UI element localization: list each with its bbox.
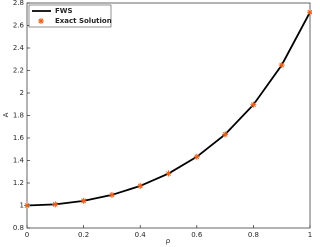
x-tick-label: 0.2 <box>78 231 89 239</box>
plot-frame <box>26 2 311 229</box>
marker <box>278 62 285 69</box>
y-tick-label: 1.8 <box>13 112 24 120</box>
marker-stroke <box>222 131 228 137</box>
y-tick-label: 1.6 <box>13 134 25 142</box>
marker <box>52 201 59 208</box>
chart: ρ A 0.8 1 1.2 1.4 1.6 1.8 2 2.2 2.4 2.6 2.8 0 0.2 0.4… <box>2 0 312 245</box>
x-tick-label: 0.8 <box>248 231 259 239</box>
marker-stroke <box>81 198 87 204</box>
x-tick-label: 0.4 <box>135 231 147 239</box>
marker-stroke <box>24 203 30 208</box>
marker <box>193 153 200 160</box>
y-tick-label: 2 <box>20 89 24 97</box>
marker <box>307 9 312 16</box>
marker <box>250 101 257 108</box>
marker-stroke <box>194 154 200 160</box>
y-tick-label: 2.2 <box>13 67 24 75</box>
marker <box>80 197 87 204</box>
legend-label: FWS <box>55 7 73 15</box>
marker-stroke <box>166 171 171 177</box>
y-tick-label: 1 <box>20 202 24 210</box>
y-tick-label: 2.6 <box>13 22 25 30</box>
marker <box>24 202 30 209</box>
marker-stroke <box>307 9 312 15</box>
marker-stroke <box>109 192 115 198</box>
marker-stroke <box>52 201 58 207</box>
y-tick-label: 2.8 <box>13 0 24 7</box>
marker-stroke <box>38 18 44 24</box>
legend-swatch <box>38 18 44 24</box>
marker-stroke <box>250 102 256 108</box>
marker-stroke <box>137 183 143 189</box>
marker-stroke <box>279 62 285 68</box>
y-tick-label: 2.4 <box>13 44 25 52</box>
x-tick-label: 0.6 <box>191 231 203 239</box>
marker <box>108 191 115 198</box>
x-tick-label: 0 <box>25 231 29 239</box>
legend-label: Exact Solution <box>55 17 112 25</box>
marker <box>165 170 172 177</box>
x-axis-label: ρ <box>166 237 171 245</box>
y-tick-label: 1.2 <box>13 179 24 187</box>
marker <box>137 182 144 189</box>
y-tick-label: 0.8 <box>13 224 24 232</box>
marker <box>222 131 229 138</box>
y-tick-label: 1.4 <box>13 157 25 165</box>
y-axis-label: A <box>2 112 10 117</box>
x-tick-label: 1 <box>308 231 312 239</box>
